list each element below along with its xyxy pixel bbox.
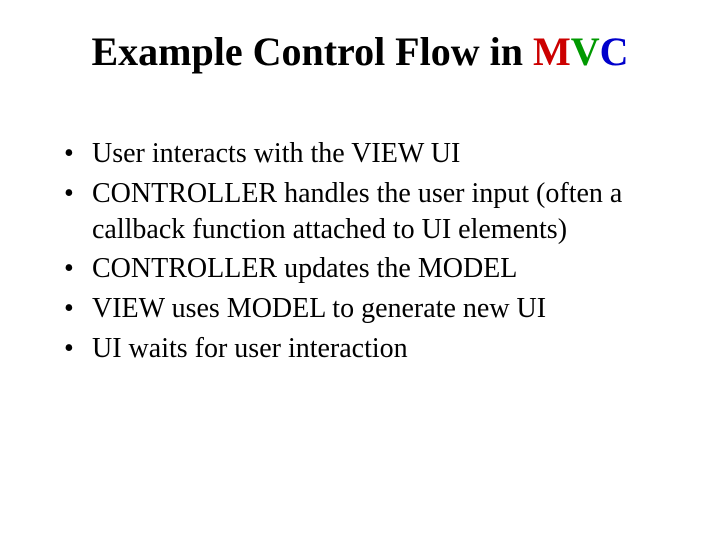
list-item: VIEW uses MODEL to generate new UI: [58, 291, 672, 327]
bullet-list: User interacts with the VIEW UI CONTROLL…: [48, 136, 672, 367]
slide: Example Control Flow in MVC User interac…: [0, 0, 720, 540]
list-item: UI waits for user interaction: [58, 331, 672, 367]
bullet-text: CONTROLLER handles the user input (often…: [92, 178, 622, 245]
list-item: CONTROLLER handles the user input (often…: [58, 176, 672, 248]
title-prefix: Example Control Flow in: [91, 29, 533, 74]
list-item: User interacts with the VIEW UI: [58, 136, 672, 172]
bullet-text: User interacts with the VIEW UI: [92, 138, 460, 169]
title-letter-m: M: [533, 29, 571, 74]
bullet-text: UI waits for user interaction: [92, 333, 408, 364]
title-letter-c: C: [600, 29, 629, 74]
bullet-text: VIEW uses MODEL to generate new UI: [92, 293, 546, 324]
list-item: CONTROLLER updates the MODEL: [58, 251, 672, 287]
slide-title: Example Control Flow in MVC: [48, 28, 672, 76]
title-letter-v: V: [571, 29, 600, 74]
bullet-text: CONTROLLER updates the MODEL: [92, 253, 517, 284]
